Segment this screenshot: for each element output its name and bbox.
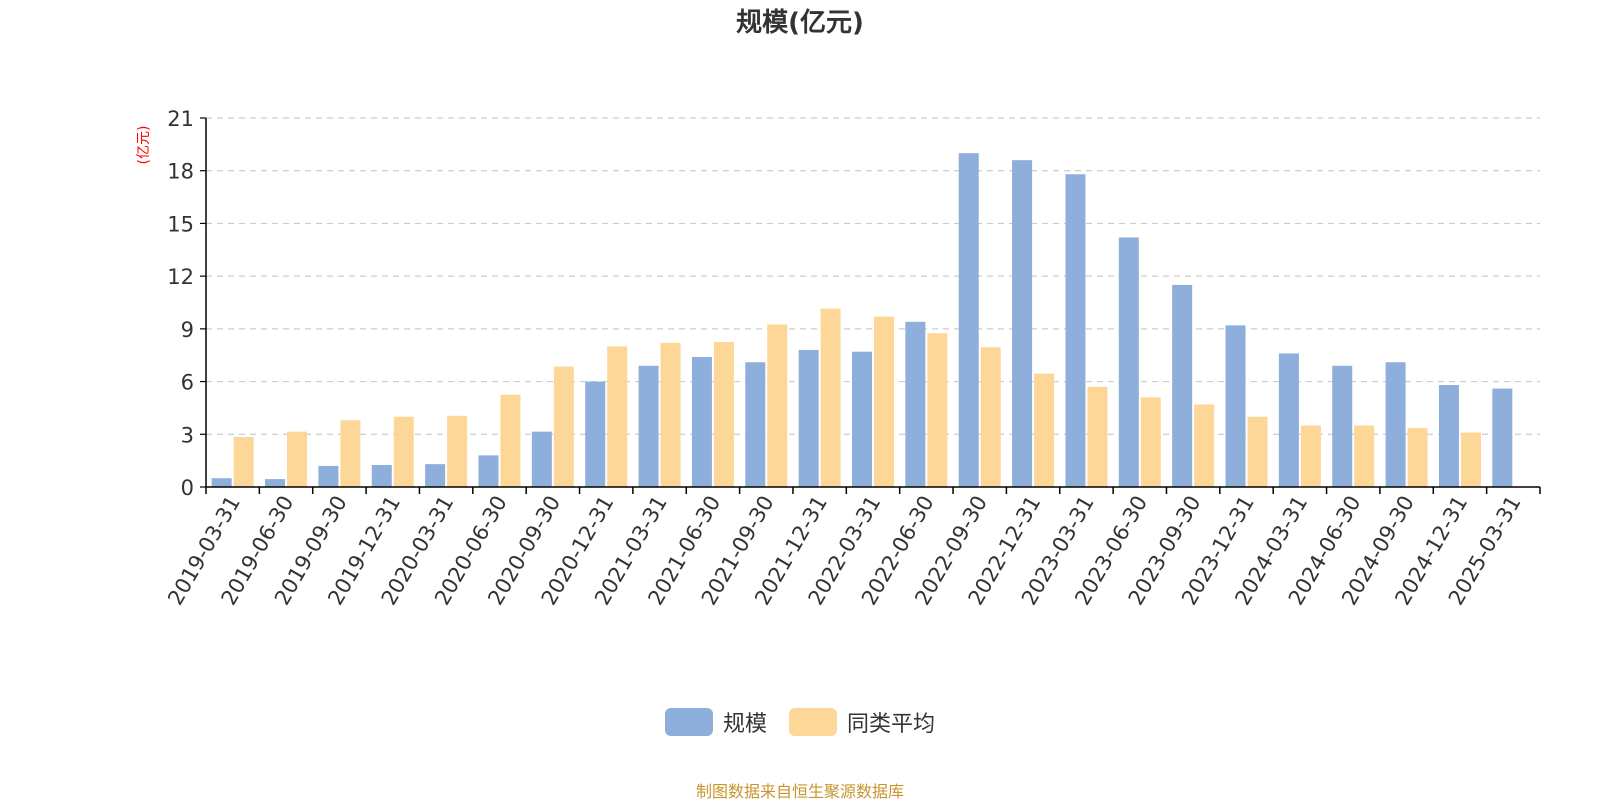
bar-scale[interactable] [211, 478, 232, 487]
legend-label-scale: 规模 [722, 712, 767, 737]
bar-peer-average[interactable] [1034, 373, 1055, 487]
bar-peer-average[interactable] [980, 347, 1001, 487]
bar-peer-average[interactable] [1247, 416, 1268, 487]
bar-peer-average[interactable] [713, 342, 734, 487]
bar-scale[interactable] [531, 431, 552, 487]
y-tick-label: 12 [167, 265, 194, 289]
bar-scale[interactable] [371, 465, 392, 487]
y-tick-label: 0 [181, 476, 194, 500]
bar-scale[interactable] [798, 349, 819, 487]
legend: 规模 同类平均 [0, 706, 1600, 738]
bar-peer-average[interactable] [1087, 386, 1108, 487]
y-tick-label: 3 [181, 423, 194, 447]
bar-peer-average[interactable] [1407, 428, 1428, 487]
y-axis-label: (亿元) [136, 126, 152, 165]
bar-peer-average[interactable] [287, 431, 308, 487]
bar-peer-average[interactable] [393, 416, 414, 487]
bar-peer-average[interactable] [500, 394, 521, 487]
legend-swatch-scale [664, 708, 713, 736]
bar-scale[interactable] [905, 321, 926, 487]
grid-lines [206, 117, 1540, 435]
bar-peer-average[interactable] [1194, 404, 1215, 487]
bar-scale[interactable] [1118, 237, 1139, 487]
bar-peer-average[interactable] [820, 308, 841, 487]
bar-peer-average[interactable] [874, 316, 894, 487]
legend-swatch-peer-average [789, 708, 837, 736]
source-note: 制图数据来自恒生聚源数据库 [695, 782, 904, 801]
chart-title: 规模(亿元) [736, 8, 864, 38]
y-tick-label: 6 [181, 371, 194, 395]
bar-scale[interactable] [585, 381, 606, 487]
y-tick-label: 15 [167, 212, 194, 236]
bar-scale[interactable] [1385, 362, 1406, 487]
bar-peer-average[interactable] [660, 342, 681, 487]
bar-scale[interactable] [1012, 160, 1033, 487]
bar-peer-average[interactable] [447, 415, 468, 487]
y-tick-label: 9 [181, 318, 194, 342]
bar-scale[interactable] [1332, 365, 1353, 487]
bar-peer-average[interactable] [927, 333, 948, 487]
bar-peer-average[interactable] [607, 346, 628, 487]
y-tick-label: 21 [167, 107, 194, 131]
bar-scale[interactable] [1225, 325, 1246, 487]
bar-peer-average[interactable] [1300, 425, 1321, 488]
bar-peer-average[interactable] [1140, 397, 1161, 487]
bar-peer-average[interactable] [1354, 425, 1375, 488]
bar-scale[interactable] [318, 465, 339, 487]
bar-scale[interactable] [1438, 385, 1459, 487]
bar-scale[interactable] [425, 464, 446, 487]
bar-peer-average[interactable] [767, 324, 788, 487]
bar-peer-average[interactable] [340, 420, 361, 487]
bar-scale[interactable] [1492, 388, 1513, 487]
bar-scale[interactable] [265, 479, 286, 487]
bar-scale[interactable] [852, 351, 872, 487]
bar-scale[interactable] [478, 455, 499, 487]
bar-peer-average[interactable] [1460, 432, 1481, 487]
bar-scale[interactable] [958, 153, 979, 487]
y-tick-label: 18 [167, 160, 194, 184]
legend-label-peer-average: 同类平均 [847, 712, 936, 737]
legend-item-scale[interactable]: 规模 [664, 706, 767, 738]
bar-scale[interactable] [1065, 174, 1086, 487]
bar-peer-average[interactable] [553, 366, 574, 487]
bar-peer-average[interactable] [233, 436, 254, 487]
bar-scale[interactable] [1278, 353, 1299, 487]
bars [211, 153, 1513, 488]
bar-scale[interactable] [745, 362, 766, 487]
legend-item-peer-average[interactable]: 同类平均 [789, 706, 935, 738]
bar-scale[interactable] [638, 365, 659, 487]
axes: 0369121518212019-03-312019-06-302019-09-… [163, 107, 1541, 609]
bar-scale[interactable] [1172, 284, 1193, 487]
bar-scale[interactable] [691, 356, 712, 487]
